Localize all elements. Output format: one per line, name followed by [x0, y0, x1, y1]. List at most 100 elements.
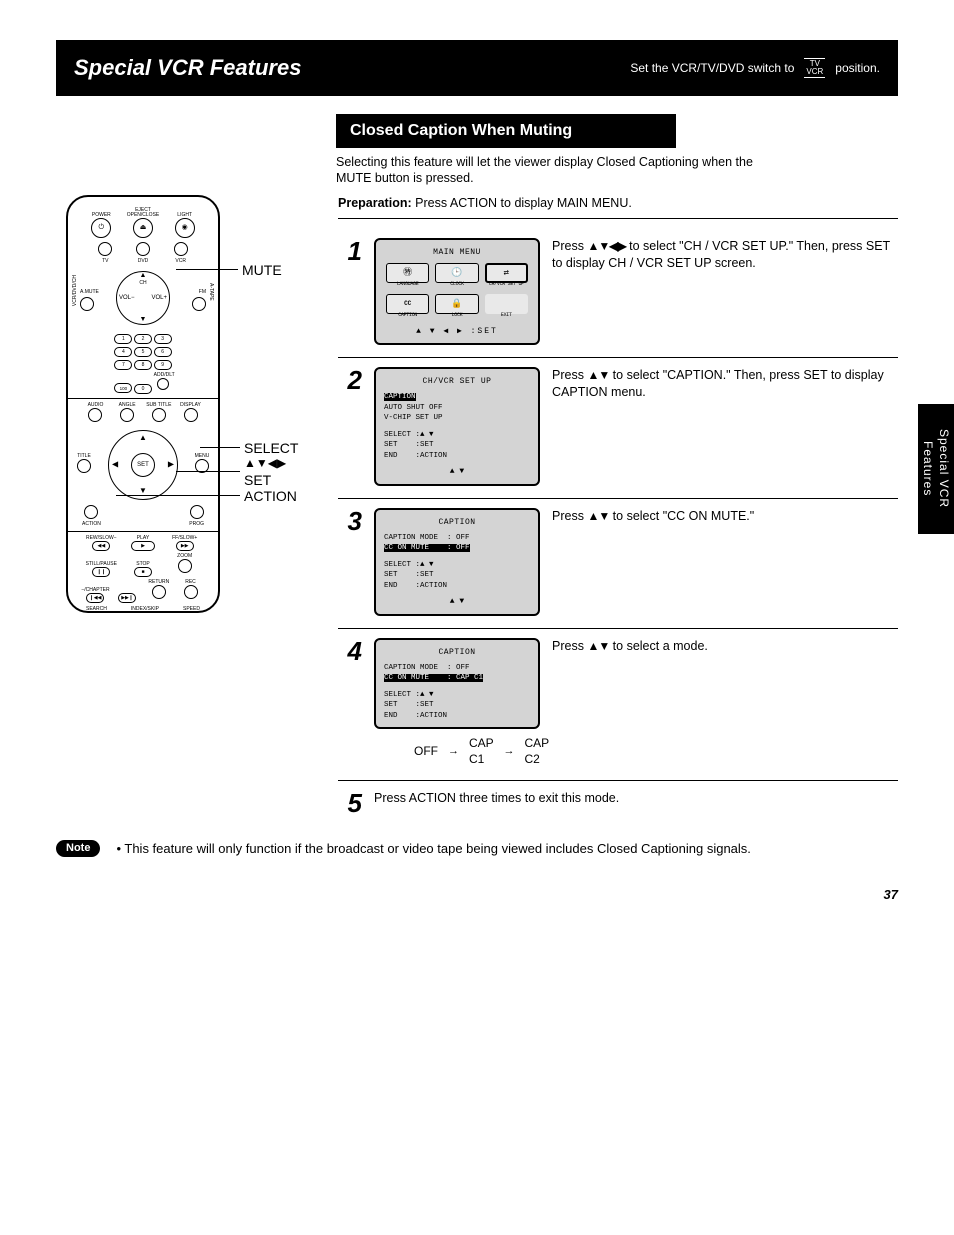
- stop-button[interactable]: ■: [134, 567, 152, 577]
- audio-button[interactable]: [88, 408, 102, 422]
- set-button[interactable]: SET: [131, 453, 155, 477]
- remote-column: POWER⏻ EJECT OPEN/CLOSE⏏ LIGHT◉ TV DVD V…: [56, 195, 316, 613]
- subtitle-button[interactable]: [152, 408, 166, 422]
- chapter-next-button[interactable]: ▶▶❙: [118, 593, 136, 603]
- mute-button[interactable]: [80, 297, 94, 311]
- angle-button[interactable]: [120, 408, 134, 422]
- osd-legend: SET :SET: [384, 700, 530, 711]
- zoom-button[interactable]: [178, 559, 192, 573]
- cycle-c1: CAP C1: [469, 735, 493, 767]
- step-text-b: to select a mode.: [609, 639, 708, 653]
- remote-control-diagram: POWER⏻ EJECT OPEN/CLOSE⏏ LIGHT◉ TV DVD V…: [66, 195, 220, 613]
- display-button[interactable]: [184, 408, 198, 422]
- remote-label: DISPLAY: [176, 403, 206, 408]
- title-button[interactable]: [77, 459, 91, 473]
- step-text: Press ▲▼ to select "CC ON MUTE.": [552, 508, 898, 525]
- remote-label: FF/SLOW+: [165, 536, 205, 541]
- preparation-text: Preparation: Press ACTION to display MAI…: [338, 195, 898, 219]
- osd-legend: END :ACTION: [384, 451, 530, 462]
- step-row: 5 Press ACTION three times to exit this …: [338, 781, 898, 828]
- remote-label: SUB TITLE: [144, 403, 174, 408]
- osd-title: MAIN MENU: [384, 248, 530, 259]
- num-6[interactable]: 6: [154, 347, 172, 357]
- side-tab: Special VCR Features: [918, 404, 954, 534]
- remote-label: AUDIO: [80, 403, 110, 408]
- tv-vcr-badge: TV VCR: [804, 58, 825, 79]
- osd-legend: SELECT :▲ ▼: [384, 560, 530, 571]
- select-dpad[interactable]: ▲ ▼ ◀ ▶ SET: [108, 430, 178, 500]
- action-button[interactable]: [84, 505, 98, 519]
- osd-title: CH/VCR SET UP: [384, 377, 530, 388]
- page-title: Special VCR Features: [74, 53, 301, 83]
- num-9[interactable]: 9: [154, 360, 172, 370]
- eject-button[interactable]: ⏏: [133, 218, 153, 238]
- adddlt-button[interactable]: [157, 378, 169, 390]
- osd-line: CAPTION MODE : OFF: [384, 533, 530, 544]
- num-8[interactable]: 8: [134, 360, 152, 370]
- num-7[interactable]: 7: [114, 360, 132, 370]
- vcr-mode-button[interactable]: [174, 242, 188, 256]
- osd-line-hl: CC ON MUTE : CAP C1: [384, 674, 483, 682]
- chapter-prev-button[interactable]: ❙◀◀: [86, 593, 104, 603]
- left-arrow-icon[interactable]: ◀: [112, 459, 118, 470]
- menu-icon-lock: 🔒: [435, 294, 478, 314]
- right-arrow-icon[interactable]: ▶: [168, 459, 174, 470]
- osd-line-hl: CC ON MUTE : OFF: [384, 544, 470, 552]
- section-heading: Closed Caption When Muting: [336, 114, 676, 148]
- ff-button[interactable]: ▶▶: [176, 541, 194, 551]
- play-button[interactable]: ▶: [131, 541, 155, 551]
- step-text-a: Press: [552, 368, 587, 382]
- ch-down-icon[interactable]: ▼: [140, 315, 147, 324]
- step-number: 4: [338, 638, 362, 664]
- num-5[interactable]: 5: [134, 347, 152, 357]
- osd-ch-vcr-setup: CH/VCR SET UP CAPTION AUTO SHUT OFF V-CH…: [374, 367, 540, 486]
- prog-label: PROG: [189, 522, 204, 527]
- osd-line: AUTO SHUT OFF: [384, 403, 530, 414]
- osd-nav-hint: ▲ ▼ ◀ ▶ :SET: [384, 327, 530, 338]
- prog-button[interactable]: [190, 505, 204, 519]
- rew-button[interactable]: ◀◀: [92, 541, 110, 551]
- return-button[interactable]: [152, 585, 166, 599]
- remote-label: REW/SLOW−: [81, 536, 121, 541]
- dvd-mode-button[interactable]: [136, 242, 150, 256]
- light-button[interactable]: ◉: [175, 218, 195, 238]
- num-4[interactable]: 4: [114, 347, 132, 357]
- adddlt-label: ADD/DLT: [154, 373, 172, 378]
- step-text: Press ▲▼ to select a mode.: [552, 638, 898, 655]
- arrow-group-icon: ▲▼◀▶: [587, 239, 625, 253]
- up-arrow-icon[interactable]: ▲: [139, 433, 147, 444]
- power-button[interactable]: ⏻: [91, 218, 111, 238]
- osd-caption-menu: CAPTION CAPTION MODE : OFF CC ON MUTE : …: [374, 508, 540, 616]
- menu-icon-language: ㊕: [386, 263, 429, 283]
- cycle-c2: CAP C2: [524, 735, 548, 767]
- num-3[interactable]: 3: [154, 334, 172, 344]
- osd-icon-label: CLOCK: [435, 281, 478, 288]
- menu-icon-caption: CC: [386, 294, 429, 314]
- ch-label: CH: [139, 280, 146, 287]
- side-label-left: VCR/DVD/CH: [72, 275, 79, 306]
- num-1[interactable]: 1: [114, 334, 132, 344]
- menu-icon-clock: 🕒: [435, 263, 478, 283]
- step-text-a: Press: [552, 239, 587, 253]
- slide-suffix: position.: [835, 60, 880, 76]
- step-number: 5: [338, 790, 362, 816]
- vol-up-icon[interactable]: VOL+: [151, 293, 167, 301]
- vol-down-icon[interactable]: VOL−: [119, 293, 135, 301]
- note-block: Note • This feature will only function i…: [56, 840, 898, 858]
- step-text: Press ACTION three times to exit this mo…: [374, 790, 898, 807]
- section-subtitle: Selecting this feature will let the view…: [336, 154, 766, 188]
- num-2[interactable]: 2: [134, 334, 152, 344]
- osd-icon-label: EXIT: [485, 312, 528, 319]
- action-label: ACTION: [82, 522, 101, 527]
- osd-icon-label: CAPTION: [386, 312, 429, 319]
- num-100[interactable]: 100: [114, 383, 132, 393]
- tv-mode-button[interactable]: [98, 242, 112, 256]
- osd-legend: END :ACTION: [384, 711, 530, 722]
- remote-label: STOP: [123, 562, 163, 567]
- num-0[interactable]: 0: [134, 384, 152, 394]
- osd-legend: SET :SET: [384, 440, 530, 451]
- pause-button[interactable]: ❙❙: [92, 567, 110, 577]
- rec-button[interactable]: [184, 585, 198, 599]
- fm-button[interactable]: [192, 297, 206, 311]
- side-label-right: A-TAPE: [207, 283, 214, 301]
